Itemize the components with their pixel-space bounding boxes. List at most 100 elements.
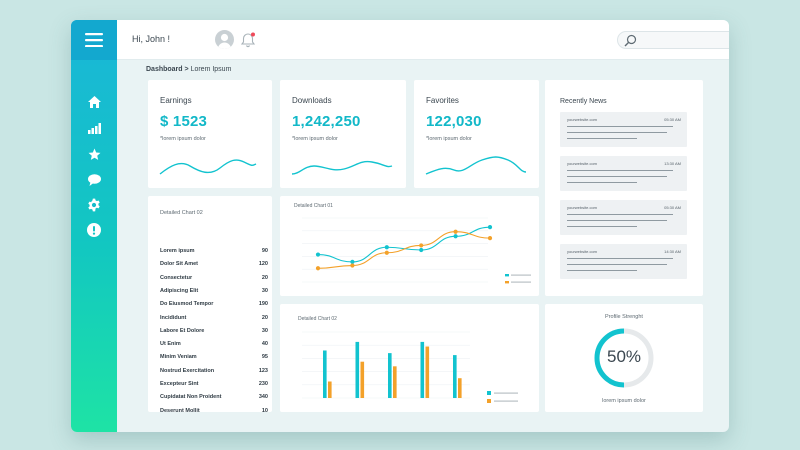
gauge-fill bbox=[594, 328, 625, 388]
list-item-label: Cupidatat Non Proident bbox=[160, 394, 222, 401]
data-point bbox=[315, 252, 321, 257]
data-point bbox=[384, 245, 389, 250]
favorites-card[interactable]: Favorites 122,030 *lorem ipsum dolor bbox=[414, 80, 539, 188]
legend-swatch bbox=[505, 274, 509, 277]
sidebar-item-favorites[interactable] bbox=[85, 145, 103, 163]
favorites-value: 122,030 bbox=[426, 113, 482, 130]
downloads-card[interactable]: Downloads 1,242,250 *lorem ipsum dolor bbox=[280, 80, 406, 188]
list-item-value: 30 bbox=[261, 327, 268, 334]
sidebar-item-settings[interactable] bbox=[85, 196, 103, 214]
news-time: 13:30 AM bbox=[664, 161, 681, 166]
earnings-card[interactable]: Earnings $ 1523 *lorem ipsum dolor bbox=[148, 80, 272, 188]
list-item-value: 20 bbox=[261, 314, 268, 321]
sidebar bbox=[71, 20, 117, 432]
bar bbox=[425, 346, 430, 398]
chat-bubble-icon bbox=[87, 174, 101, 186]
notifications-button[interactable] bbox=[240, 31, 257, 49]
news-item[interactable]: yourwebsite.com 14:30 AM bbox=[560, 244, 687, 279]
line-chart bbox=[302, 217, 531, 284]
bar-chart bbox=[302, 331, 518, 403]
news-item[interactable]: yourwebsite.com 05:30 AM bbox=[560, 200, 687, 235]
list-item-label: Minim Veniam bbox=[160, 354, 197, 361]
list-item-label: Do Eiusmod Tempor bbox=[160, 301, 214, 308]
favorites-sparkline bbox=[425, 156, 527, 175]
news-card: Recently News yourwebsite.com 05:30 AM y… bbox=[545, 80, 703, 296]
data-point bbox=[487, 225, 493, 230]
list-item: Cupidatat Non Proident 340 bbox=[160, 394, 268, 406]
list-item-value: 190 bbox=[258, 301, 268, 308]
legend-text-line bbox=[494, 392, 518, 394]
data-point bbox=[350, 263, 355, 268]
profile-title: Profile Strenght bbox=[605, 314, 643, 320]
list-item-label: Labore Et Dolore bbox=[160, 327, 205, 334]
list-item-label: Consectetur bbox=[160, 274, 193, 281]
sidebar-item-home[interactable] bbox=[85, 93, 103, 111]
user-icon bbox=[218, 33, 231, 49]
list-item-value: 40 bbox=[261, 341, 268, 348]
bar bbox=[323, 350, 327, 398]
hamburger-icon bbox=[85, 33, 103, 47]
list-item-value: 30 bbox=[261, 287, 268, 294]
earnings-sparkline bbox=[159, 159, 257, 175]
list-item-label: Ut Enim bbox=[160, 341, 181, 348]
bar bbox=[458, 378, 462, 398]
news-text-line bbox=[567, 220, 667, 221]
list-item-label: Lorem ipsum bbox=[160, 248, 195, 254]
profile-desc: lorem ipsum dolor bbox=[602, 398, 646, 404]
news-text-line bbox=[567, 126, 673, 127]
list-item: Do Eiusmod Tempor 190 bbox=[160, 301, 268, 313]
top-bar: Hi, John ! bbox=[117, 20, 729, 60]
legend-text-line bbox=[511, 274, 531, 276]
sidebar-item-messages[interactable] bbox=[85, 171, 103, 189]
bar bbox=[420, 341, 425, 398]
list-item-label: Dolor Sit Amet bbox=[160, 261, 198, 268]
list-item: Adipiscing Elit 30 bbox=[160, 288, 268, 300]
list-item-label: Excepteur Sint bbox=[160, 381, 199, 387]
favorites-label: Favorites bbox=[426, 96, 459, 105]
data-point bbox=[350, 259, 355, 264]
dashboard-window: Hi, John ! Dashboard > Lorem Ipsum bbox=[71, 20, 729, 432]
news-text-line bbox=[567, 226, 637, 227]
list-item-value: 10 bbox=[261, 407, 268, 414]
list-item: Labore Et Dolore 30 bbox=[160, 328, 268, 340]
menu-button[interactable] bbox=[71, 20, 117, 60]
search-input[interactable] bbox=[617, 31, 729, 49]
breadcrumb: Dashboard > Lorem Ipsum bbox=[146, 66, 231, 73]
earnings-label: Earnings bbox=[160, 96, 192, 105]
list-item: Consectetur 20 bbox=[160, 275, 268, 287]
list-item-value: 230 bbox=[258, 381, 268, 387]
list-item-label: Deserunt Mollit bbox=[160, 407, 200, 414]
legend-swatch bbox=[505, 281, 509, 284]
profile-gauge bbox=[594, 328, 654, 388]
sidebar-item-stats[interactable] bbox=[85, 119, 103, 137]
profile-strength-card: Profile Strenght 50% lorem ipsum dolor bbox=[545, 304, 703, 412]
detailed-list-card: Detailed Chart 02 Lorem ipsum 90 Dolor Sit… bbox=[148, 196, 272, 414]
news-item[interactable]: yourwebsite.com 13:30 AM bbox=[560, 156, 687, 191]
earnings-desc: *lorem ipsum dolor bbox=[160, 136, 206, 142]
list-item: Excepteur Sint 230 bbox=[160, 381, 268, 393]
downloads-value: 1,242,250 bbox=[292, 113, 361, 130]
sidebar-item-alerts[interactable] bbox=[85, 221, 103, 239]
home-icon bbox=[87, 96, 101, 108]
data-point bbox=[453, 234, 458, 239]
data-point bbox=[487, 236, 493, 241]
data-point bbox=[384, 250, 389, 255]
data-point bbox=[315, 266, 321, 271]
list-item: Ut Enim 40 bbox=[160, 341, 268, 353]
news-source: yourwebsite.com bbox=[567, 161, 598, 166]
list-item-value: 340 bbox=[258, 394, 268, 401]
downloads-desc: *lorem ipsum dolor bbox=[292, 136, 338, 142]
news-source: yourwebsite.com bbox=[567, 249, 598, 254]
breadcrumb-root[interactable]: Dashboard bbox=[146, 66, 183, 73]
avatar[interactable] bbox=[215, 30, 234, 49]
list-item-value: 123 bbox=[258, 367, 268, 374]
news-text-line bbox=[567, 182, 637, 183]
profile-percent: 50% bbox=[606, 347, 642, 366]
bell-icon bbox=[240, 32, 256, 48]
greeting-text: Hi, John ! bbox=[132, 34, 171, 44]
favorites-desc: *lorem ipsum dolor bbox=[426, 136, 472, 142]
news-item[interactable]: yourwebsite.com 05:30 AM bbox=[560, 112, 687, 147]
list-item-value: 95 bbox=[261, 354, 268, 361]
downloads-sparkline bbox=[291, 160, 393, 175]
list-item-label: Nostrud Exercitation bbox=[160, 367, 215, 374]
